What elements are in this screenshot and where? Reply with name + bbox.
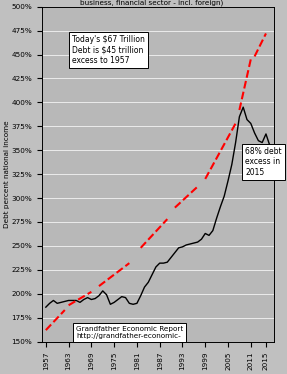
Y-axis label: Debt percent national income: Debt percent national income [4, 120, 10, 228]
Text: Grandfather Economic Report
http://grandfather-economic-: Grandfather Economic Report http://grand… [76, 326, 183, 339]
Text: (All debt: governments, trust fund, household,
business, financial sector - incl: (All debt: governments, trust fund, hous… [68, 0, 236, 6]
Text: Today's $67 Trillion
Debt is $45 trillion
excess to 1957: Today's $67 Trillion Debt is $45 trillio… [72, 36, 145, 65]
Text: 68% debt
excess in
2015: 68% debt excess in 2015 [245, 147, 282, 177]
